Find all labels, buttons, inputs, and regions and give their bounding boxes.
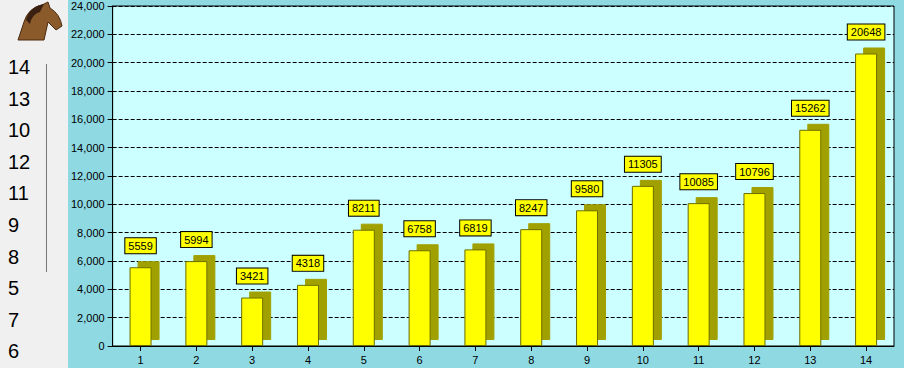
svg-text:24,000: 24,000 [71, 0, 105, 12]
svg-text:4318: 4318 [296, 257, 320, 269]
svg-text:1: 1 [137, 354, 143, 366]
svg-text:8247: 8247 [519, 202, 543, 214]
svg-text:15262: 15262 [795, 102, 826, 114]
svg-text:11305: 11305 [628, 158, 658, 170]
svg-text:13: 13 [804, 354, 816, 366]
svg-text:0: 0 [99, 340, 105, 352]
svg-text:22,000: 22,000 [71, 28, 105, 40]
svg-text:6,000: 6,000 [77, 255, 105, 267]
svg-text:12: 12 [748, 354, 760, 366]
html-text:13: 13 [8, 87, 31, 110]
svg-text:10,000: 10,000 [71, 198, 105, 210]
html-text:9: 9 [8, 214, 20, 236]
svg-text:6758: 6758 [407, 223, 431, 235]
svg-text:2: 2 [193, 354, 199, 366]
svg-text:18,000: 18,000 [71, 85, 105, 97]
svg-text:9: 9 [584, 354, 590, 366]
svg-text:8: 8 [528, 354, 534, 366]
svg-text:8211: 8211 [352, 202, 376, 214]
svg-text:9580: 9580 [575, 183, 599, 195]
svg-text:5: 5 [361, 354, 367, 366]
svg-text:16,000: 16,000 [71, 113, 105, 125]
svg-text:10796: 10796 [739, 166, 770, 178]
svg-text:5994: 5994 [184, 234, 208, 246]
svg-text:11: 11 [693, 354, 704, 366]
svg-text:6: 6 [417, 354, 423, 366]
svg-text:4,000: 4,000 [77, 283, 105, 295]
svg-text:2,000: 2,000 [77, 312, 105, 324]
html-text:10: 10 [8, 119, 31, 142]
svg-text:6819: 6819 [463, 222, 487, 234]
html-text:11: 11 [8, 182, 29, 205]
svg-text:10085: 10085 [683, 176, 714, 188]
html-text:7: 7 [8, 308, 20, 331]
svg-text:20648: 20648 [851, 26, 882, 38]
html-text:6: 6 [8, 340, 20, 363]
svg-text:12,000: 12,000 [71, 170, 105, 182]
svg-text:7: 7 [472, 354, 478, 366]
svg-text:14,000: 14,000 [71, 142, 105, 154]
svg-text:20,000: 20,000 [71, 57, 105, 69]
html-text:5: 5 [8, 277, 20, 300]
html-text:8: 8 [8, 245, 20, 268]
svg-text:10: 10 [637, 354, 649, 366]
svg-text:3421: 3421 [240, 270, 264, 282]
html-text:14: 14 [8, 56, 31, 78]
svg-text:3: 3 [249, 354, 255, 366]
svg-text:4: 4 [305, 354, 311, 366]
html-text:12: 12 [8, 150, 31, 173]
svg-text:5559: 5559 [128, 240, 152, 252]
svg-text:8,000: 8,000 [77, 227, 105, 239]
svg-text:14: 14 [860, 354, 872, 366]
